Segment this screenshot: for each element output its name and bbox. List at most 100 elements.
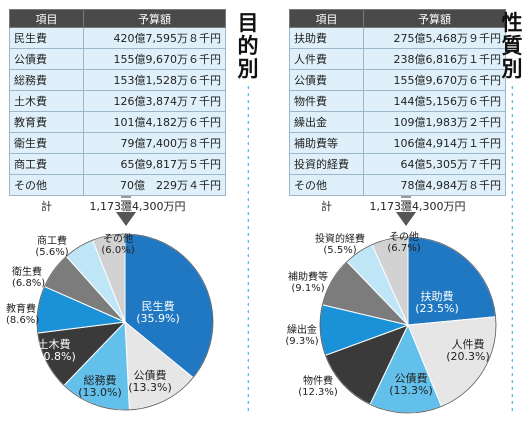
slice-percent-label: (9.1%) <box>291 283 324 294</box>
slice-label: 教育費 <box>6 302 36 315</box>
row-name: 衛生費 <box>9 132 84 154</box>
slice-percent-label: (10.8%) <box>32 350 76 363</box>
slice-percent-label: (6.7%) <box>387 243 420 254</box>
table-row: 総務費 153億1,528万６千円 <box>9 69 226 91</box>
nature-pie-chart: 扶助費(23.5%) 人件費(20.3%) 公債費(13.3%) 物件費(12.3%)… <box>285 230 497 414</box>
pie-outline <box>319 236 497 414</box>
row-amount: 101億4,182万６千円 <box>83 111 226 133</box>
row-name: 人件費 <box>289 48 364 70</box>
pie-outline <box>36 233 214 411</box>
row-amount: 420億7,595万８千円 <box>83 27 226 49</box>
table-row: その他 70億 229万４千円 <box>9 174 226 196</box>
row-amount: 109億1,983万２千円 <box>363 111 506 133</box>
slice-label: 繰出金 <box>287 323 317 336</box>
row-name: 繰出金 <box>289 111 364 133</box>
row-amount: 155億9,670万６千円 <box>83 48 226 70</box>
row-name: 公債費 <box>289 69 364 91</box>
table-row: 教育費 101億4,182万６千円 <box>9 111 226 133</box>
row-name: 扶助費 <box>289 27 364 49</box>
total-row: 計 1,173億4,300万円 <box>289 195 506 216</box>
row-name: 補助費等 <box>289 132 364 154</box>
slice-percent-label: (8.6%) <box>6 315 39 326</box>
row-amount: 65億9,817万５千円 <box>83 153 226 175</box>
row-amount: 126億3,874万７千円 <box>83 90 226 112</box>
row-name: 物件費 <box>289 90 364 112</box>
slice-label: 商工費 <box>37 234 67 247</box>
row-name: 商工費 <box>9 153 84 175</box>
slice-label: 民生費 <box>142 299 175 313</box>
row-name: 総務費 <box>9 69 84 91</box>
down-arrow-icon <box>396 196 416 226</box>
table-row: 人件費 238億6,816万１千円 <box>289 48 506 70</box>
row-amount: 78億4,984万８千円 <box>363 174 506 196</box>
row-amount: 275億5,468万９千円 <box>363 27 506 49</box>
nature-budget-table: 項目 予算額 扶助費 275億5,468万９千円 人件費 238億6,816万１千円… <box>289 9 506 216</box>
total-label: 計 <box>289 195 364 216</box>
row-name: 土木費 <box>9 90 84 112</box>
row-amount: 144億5,156万６千円 <box>363 90 506 112</box>
purpose-pie-chart: 民生費(35.9%) 公債費(13.3%) 総務費(13.0%) 土木費(10.8%)… <box>6 232 214 411</box>
slice-percent-label: (6.0%) <box>101 245 134 256</box>
row-amount: 106億4,914万１千円 <box>363 132 506 154</box>
slice-label: 公債費 <box>134 368 167 382</box>
row-amount: 153億1,528万６千円 <box>83 69 226 91</box>
column-header-amount: 予算額 <box>363 9 506 28</box>
slice-percent-label: (20.3%) <box>446 350 490 363</box>
table-row: 繰出金 109億1,983万２千円 <box>289 111 506 133</box>
row-name: 公債費 <box>9 48 84 70</box>
total-amount: 1,173億4,300万円 <box>363 195 506 216</box>
table-header-row: 項目 予算額 <box>9 9 226 28</box>
slice-percent-label: (13.0%) <box>78 386 122 399</box>
slice-label: 補助費等 <box>288 270 328 283</box>
slice-label: 総務費 <box>84 373 117 387</box>
slice-percent-label: (23.5%) <box>415 302 459 315</box>
purpose-title-text: 目的別 <box>237 11 259 81</box>
table-row: 補助費等 106億4,914万１千円 <box>289 132 506 154</box>
nature-title-text: 性質別 <box>501 11 523 81</box>
slice-label: 公債費 <box>395 371 428 385</box>
row-amount: 64億5,305万７千円 <box>363 153 506 175</box>
dotted-divider <box>247 84 249 414</box>
slice-label: その他 <box>389 230 419 243</box>
row-amount: 79億7,400万８千円 <box>83 132 226 154</box>
column-header-item: 項目 <box>289 9 364 28</box>
row-name: その他 <box>9 174 84 196</box>
column-header-item: 項目 <box>9 9 84 28</box>
purpose-budget-table: 項目 予算額 民生費 420億7,595万８千円 公債費 155億9,670万６千円… <box>9 9 226 216</box>
purpose-table-panel: 項目 予算額 民生費 420億7,595万８千円 公債費 155億9,670万６千円… <box>9 9 226 216</box>
slice-percent-label: (13.3%) <box>128 381 172 394</box>
slice-label: 人件費 <box>452 337 485 351</box>
row-name: 民生費 <box>9 27 84 49</box>
nature-title: 性質別 <box>499 12 525 81</box>
table-row: 扶助費 275億5,468万９千円 <box>289 27 506 49</box>
row-name: 教育費 <box>9 111 84 133</box>
table-row: 公債費 155億9,670万６千円 <box>9 48 226 70</box>
slice-percent-label: (6.8%) <box>12 278 45 289</box>
table-row: 商工費 65億9,817万５千円 <box>9 153 226 175</box>
purpose-title: 目的別 <box>235 12 261 81</box>
slice-label: 扶助費 <box>421 289 454 303</box>
total-amount: 1,173億4,300万円 <box>83 195 226 216</box>
slice-label: 物件費 <box>303 374 333 387</box>
table-row: 物件費 144億5,156万６千円 <box>289 90 506 112</box>
column-header-amount: 予算額 <box>83 9 226 28</box>
row-amount: 238億6,816万１千円 <box>363 48 506 70</box>
slice-percent-label: (13.3%) <box>389 384 433 397</box>
table-row: 民生費 420億7,595万８千円 <box>9 27 226 49</box>
row-amount: 70億 229万４千円 <box>83 174 226 196</box>
total-row: 計 1,173億4,300万円 <box>9 195 226 216</box>
row-name: その他 <box>289 174 364 196</box>
slice-label: 土木費 <box>38 337 71 351</box>
row-name: 投資的経費 <box>289 153 364 175</box>
slice-label: 衛生費 <box>12 265 42 278</box>
table-row: 土木費 126億3,874万７千円 <box>9 90 226 112</box>
slice-percent-label: (9.3%) <box>285 336 318 347</box>
nature-table-panel: 項目 予算額 扶助費 275億5,468万９千円 人件費 238億6,816万１千円… <box>289 9 506 216</box>
total-label: 計 <box>9 195 84 216</box>
table-row: 衛生費 79億7,400万８千円 <box>9 132 226 154</box>
slice-label: 投資的経費 <box>315 232 365 245</box>
slice-percent-label: (35.9%) <box>136 312 180 325</box>
table-row: 公債費 155億9,670万６千円 <box>289 69 506 91</box>
row-amount: 155億9,670万６千円 <box>363 69 506 91</box>
table-row: 投資的経費 64億5,305万７千円 <box>289 153 506 175</box>
